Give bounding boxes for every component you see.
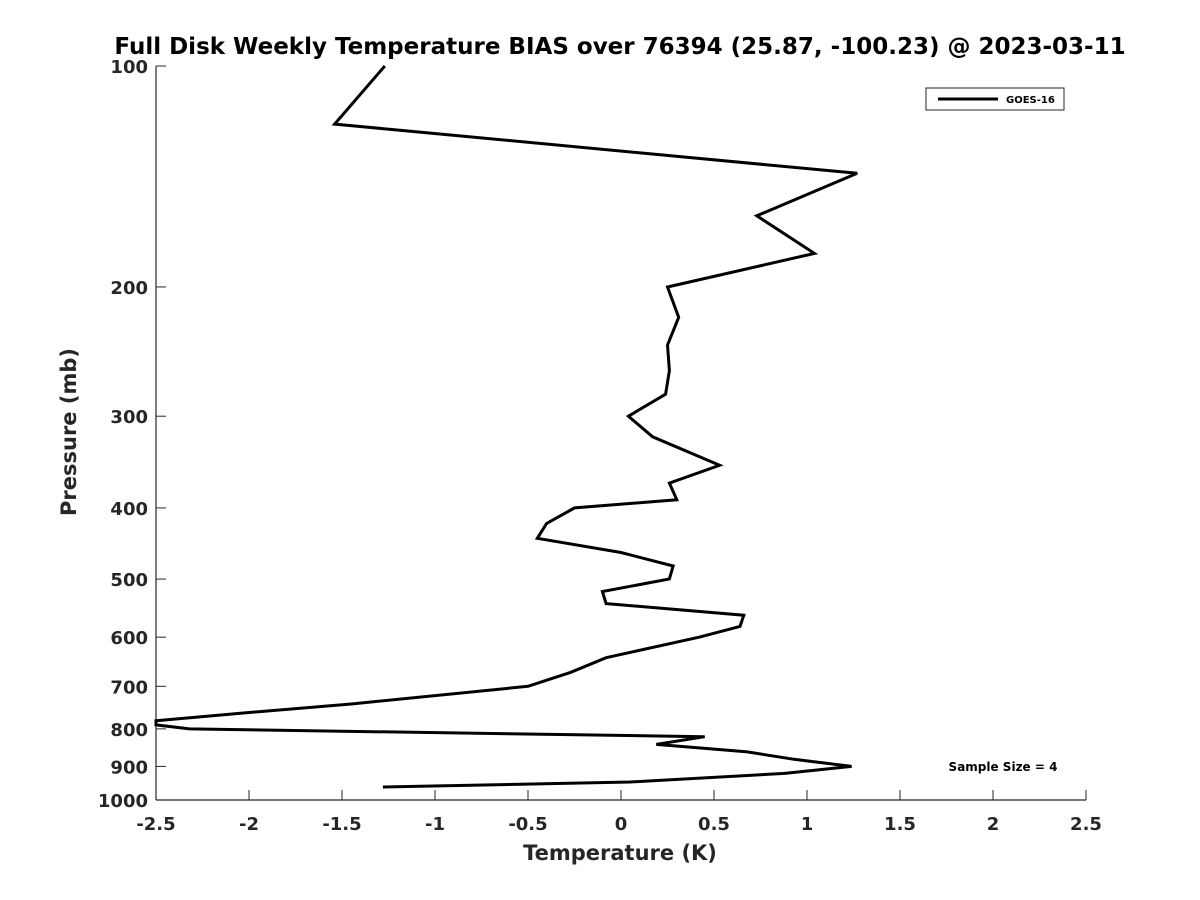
series-line-goes-16 xyxy=(154,65,858,789)
x-tick-label: 2 xyxy=(987,814,1000,835)
y-tick-label: 400 xyxy=(110,499,148,520)
chart-title: Full Disk Weekly Temperature BIAS over 7… xyxy=(114,34,1125,60)
x-tick-label: 2.5 xyxy=(1070,814,1102,835)
y-tick-label: 700 xyxy=(110,677,148,698)
x-tick-label: 1.5 xyxy=(884,814,916,835)
x-tick-label: 0 xyxy=(615,814,628,835)
x-tick-label: -2 xyxy=(239,814,259,835)
y-tick-label: 300 xyxy=(110,407,148,428)
y-tick-label: 500 xyxy=(110,570,148,591)
y-tick-label: 600 xyxy=(110,628,148,649)
y-axis-label: Pressure (mb) xyxy=(57,348,81,516)
y-tick-label: 100 xyxy=(110,57,148,78)
x-tick-label: 1 xyxy=(801,814,814,835)
x-tick-label: -0.5 xyxy=(508,814,547,835)
x-tick-label: -2.5 xyxy=(136,814,175,835)
axes: -2.5 -2 -1.5 -1 -0.5 0 0.5 1 1.5 2 2.5 100 200 300 400… xyxy=(98,57,1102,835)
y-tick-label: 800 xyxy=(110,720,148,741)
y-tick-label: 1000 xyxy=(98,791,148,812)
y-tick-label: 900 xyxy=(110,757,148,778)
sample-size-annotation: Sample Size = 4 xyxy=(949,760,1058,774)
legend-label: GOES-16 xyxy=(1006,95,1055,106)
y-tick-label: 200 xyxy=(110,278,148,299)
x-tick-label: -1.5 xyxy=(322,814,361,835)
x-tick-label: 0.5 xyxy=(698,814,730,835)
plot-area xyxy=(154,65,858,789)
x-axis-label: Temperature (K) xyxy=(523,841,717,865)
legend: GOES-16 xyxy=(925,87,1065,111)
x-tick-label: -1 xyxy=(425,814,445,835)
